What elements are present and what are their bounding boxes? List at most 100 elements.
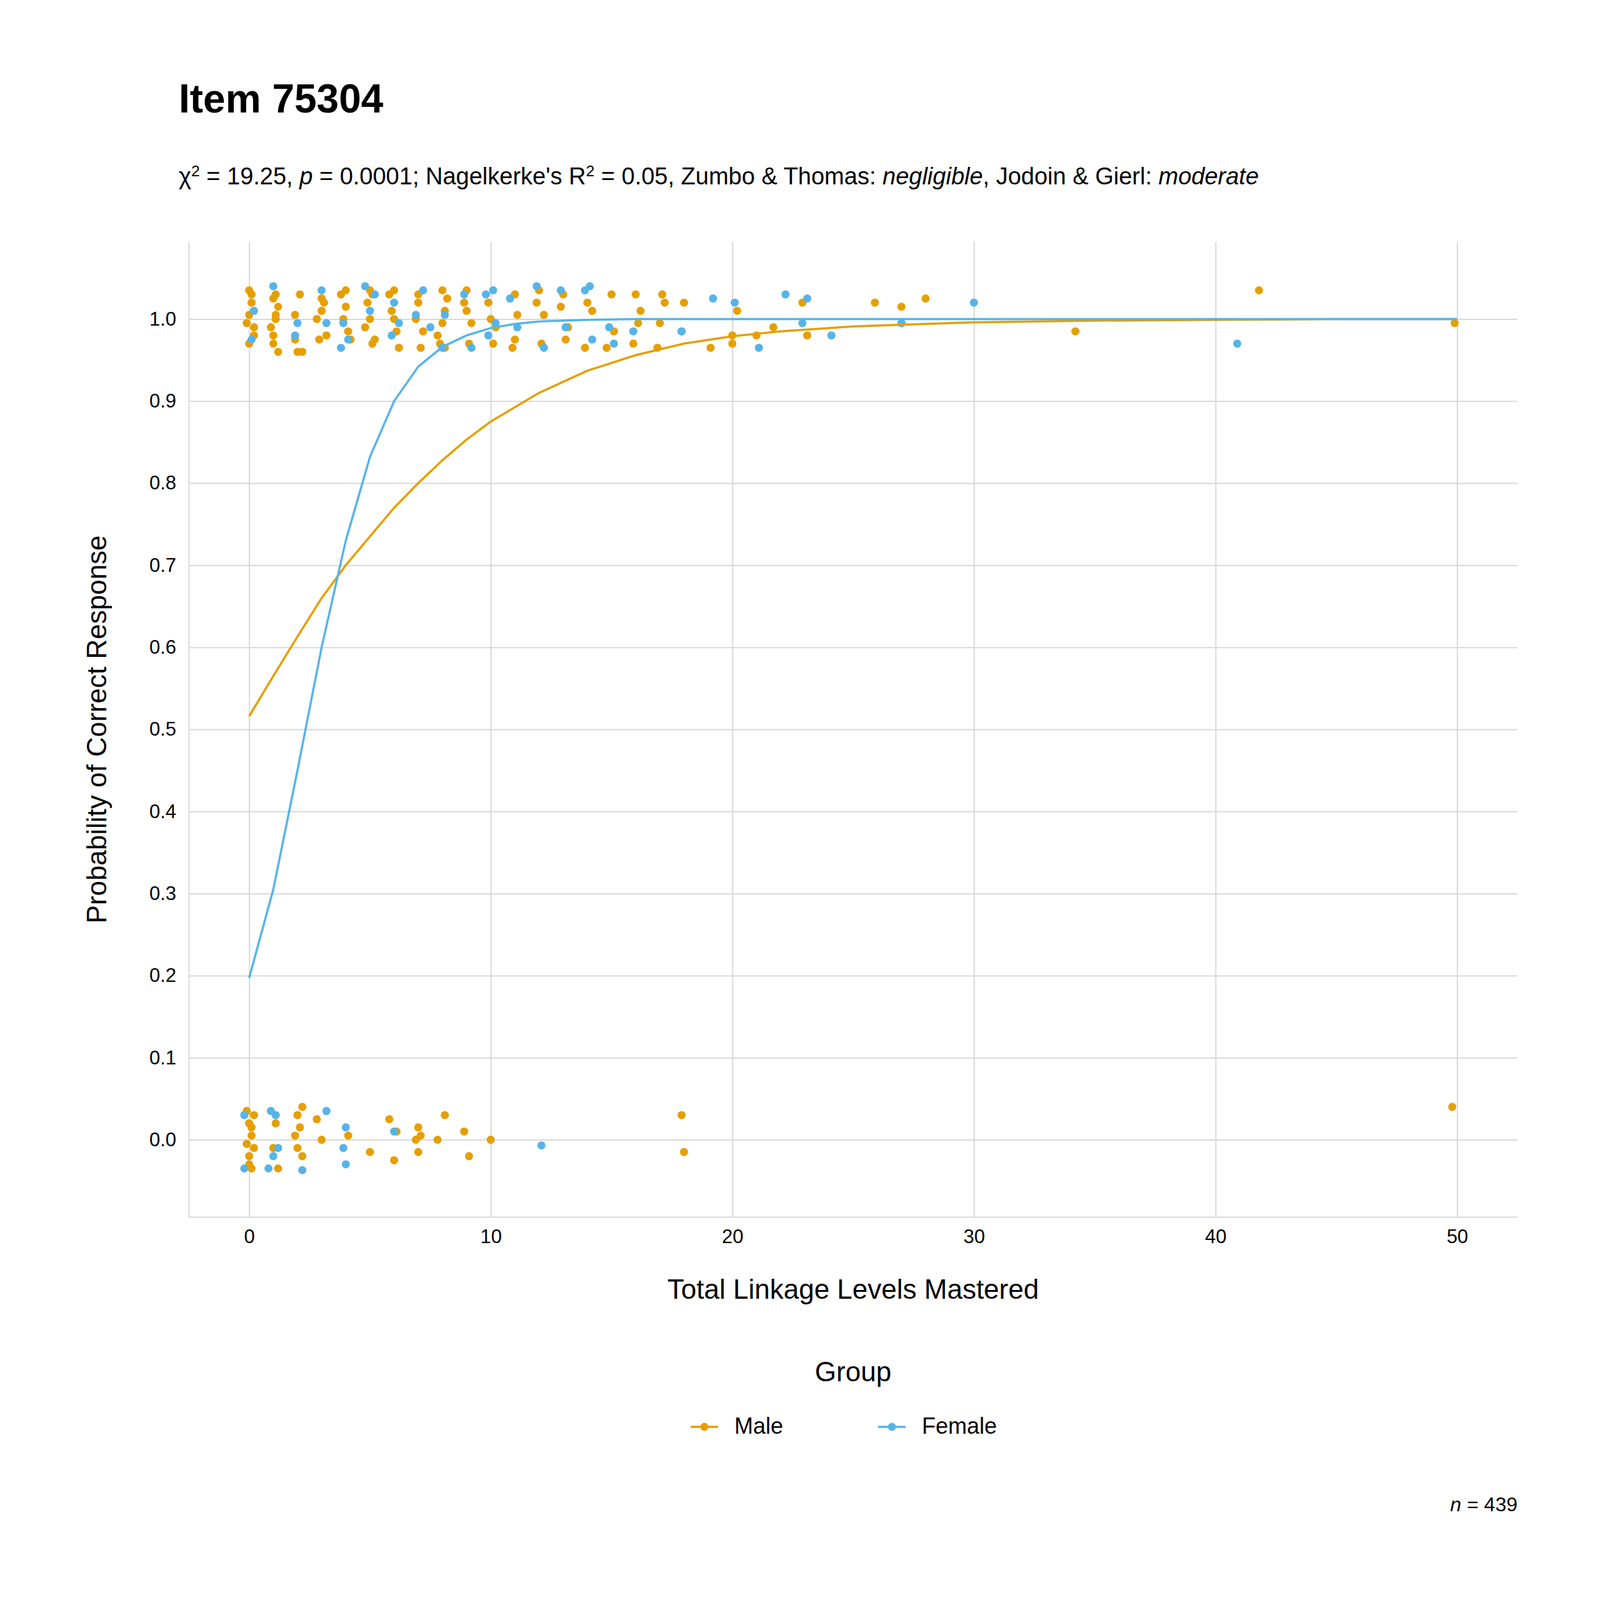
point (532, 298, 541, 307)
point (433, 1135, 442, 1144)
legend-title: Group (815, 1356, 892, 1387)
point (677, 327, 686, 336)
point (365, 1148, 374, 1157)
y-tick-label: 0.9 (149, 390, 177, 412)
point (629, 339, 638, 348)
point (680, 1148, 689, 1157)
point (339, 319, 348, 328)
point (414, 1148, 423, 1157)
point (460, 290, 469, 299)
point (897, 319, 906, 328)
point (467, 319, 476, 328)
point (460, 298, 469, 307)
point (312, 1115, 321, 1124)
legend-item: Male (690, 1413, 784, 1439)
point (803, 294, 812, 303)
subtitle: χ2 = 19.25, p = 0.0001; Nagelkerke's R2 … (178, 162, 1259, 190)
point (365, 315, 374, 324)
curve (249, 318, 1458, 717)
y-tick: 0.0 (149, 1128, 1518, 1151)
y-tick-label: 1.0 (149, 308, 177, 330)
points-0 (242, 286, 1459, 1173)
point (250, 323, 259, 332)
point (387, 331, 396, 340)
subtitle-part: = 0.0001; Nagelkerke's R (312, 163, 586, 190)
point (269, 339, 278, 348)
point (733, 306, 742, 315)
point (607, 290, 616, 299)
point (489, 286, 498, 295)
y-grid-line (188, 565, 1518, 567)
point (769, 323, 778, 332)
legend-label: Female (921, 1413, 997, 1439)
y-tick-label: 0.8 (149, 471, 177, 494)
point (602, 343, 611, 352)
point (426, 323, 435, 332)
point (438, 286, 447, 295)
point (370, 290, 379, 299)
point (395, 343, 404, 352)
point (556, 302, 565, 311)
point (390, 1156, 399, 1165)
y-tick: 0.3 (149, 882, 1518, 905)
point (250, 1111, 259, 1120)
point (438, 319, 447, 328)
point (245, 1151, 254, 1160)
x-axis-title: Total Linkage Levels Mastered (667, 1273, 1039, 1305)
point (540, 310, 549, 319)
point (336, 290, 345, 299)
point (781, 290, 790, 299)
subtitle-part: negligible (882, 163, 984, 190)
point (583, 298, 592, 307)
point (317, 286, 326, 295)
point (636, 306, 645, 315)
y-tick-label: 0.7 (149, 554, 177, 577)
point (298, 347, 307, 356)
point (467, 343, 476, 352)
y-grid-line (188, 893, 1518, 895)
point (271, 290, 280, 299)
point (344, 327, 353, 336)
point (293, 1143, 302, 1152)
point (291, 1131, 300, 1140)
point (798, 319, 807, 328)
point (1233, 339, 1242, 348)
y-tick: 0.7 (149, 554, 1518, 577)
point (271, 310, 280, 319)
y-grid-line (188, 483, 1518, 485)
point (660, 298, 669, 307)
point (385, 1115, 394, 1124)
point (658, 290, 667, 299)
point (484, 298, 493, 307)
point (418, 327, 427, 336)
point (370, 335, 379, 344)
point (339, 1143, 348, 1152)
y-tick-label: 0.3 (149, 882, 177, 905)
point (322, 319, 331, 328)
caption-part: n (1450, 1493, 1462, 1516)
legend-key-marker (700, 1423, 709, 1432)
y-tick-label: 0.4 (149, 800, 177, 823)
point (291, 310, 300, 319)
point (390, 1127, 399, 1136)
subtitle-part: , Jodoin & Gierl: (983, 163, 1159, 190)
subtitle-part: p (298, 163, 313, 190)
point (585, 281, 594, 290)
y-grid-line (188, 975, 1518, 977)
point (677, 327, 686, 336)
point (561, 323, 570, 332)
x-tick: 0 (244, 241, 255, 1248)
point (416, 1131, 425, 1140)
y-grid-line (188, 646, 1518, 649)
point (320, 298, 329, 307)
point (390, 298, 399, 307)
point (247, 298, 256, 307)
point (588, 335, 597, 344)
y-grid-line (188, 729, 1518, 731)
point (247, 1123, 256, 1132)
point (269, 331, 278, 340)
point (921, 294, 930, 303)
point (605, 323, 614, 332)
caption: n = 439 (1450, 1493, 1518, 1516)
point (728, 339, 737, 348)
